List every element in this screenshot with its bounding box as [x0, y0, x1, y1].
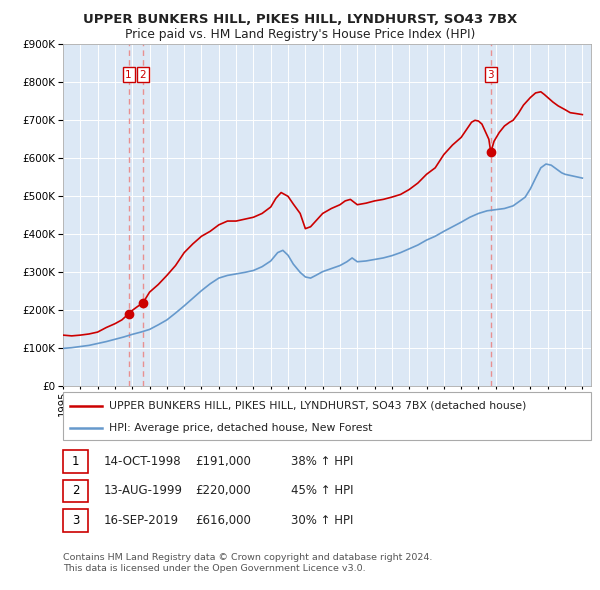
Text: 45% ↑ HPI: 45% ↑ HPI	[291, 484, 353, 497]
Text: £220,000: £220,000	[195, 484, 251, 497]
Text: 3: 3	[487, 70, 494, 80]
Text: 13-AUG-1999: 13-AUG-1999	[103, 484, 182, 497]
Text: £616,000: £616,000	[195, 514, 251, 527]
Text: 1: 1	[125, 70, 132, 80]
Text: UPPER BUNKERS HILL, PIKES HILL, LYNDHURST, SO43 7BX: UPPER BUNKERS HILL, PIKES HILL, LYNDHURS…	[83, 13, 517, 26]
Text: 30% ↑ HPI: 30% ↑ HPI	[291, 514, 353, 527]
Text: 16-SEP-2019: 16-SEP-2019	[103, 514, 178, 527]
Text: 2: 2	[72, 484, 79, 497]
Text: HPI: Average price, detached house, New Forest: HPI: Average price, detached house, New …	[109, 423, 373, 432]
Text: Contains HM Land Registry data © Crown copyright and database right 2024.
This d: Contains HM Land Registry data © Crown c…	[63, 553, 433, 573]
Text: Price paid vs. HM Land Registry's House Price Index (HPI): Price paid vs. HM Land Registry's House …	[125, 28, 475, 41]
Text: 1: 1	[72, 455, 79, 468]
Text: UPPER BUNKERS HILL, PIKES HILL, LYNDHURST, SO43 7BX (detached house): UPPER BUNKERS HILL, PIKES HILL, LYNDHURS…	[109, 401, 527, 411]
Text: 14-OCT-1998: 14-OCT-1998	[103, 455, 181, 468]
Text: £191,000: £191,000	[195, 455, 251, 468]
Text: 2: 2	[140, 70, 146, 80]
Text: 38% ↑ HPI: 38% ↑ HPI	[291, 455, 353, 468]
Text: 3: 3	[72, 514, 79, 527]
